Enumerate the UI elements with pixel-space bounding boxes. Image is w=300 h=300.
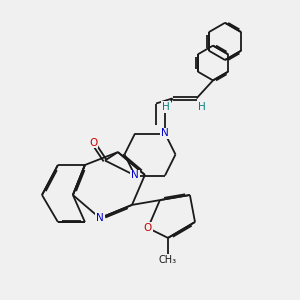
Text: H: H [198, 102, 206, 112]
Text: CH₃: CH₃ [159, 255, 177, 265]
Text: H: H [162, 102, 170, 112]
Text: N: N [161, 128, 169, 139]
Text: N: N [96, 213, 104, 223]
Text: O: O [144, 223, 152, 233]
Text: O: O [89, 137, 97, 148]
Text: N: N [131, 170, 139, 181]
